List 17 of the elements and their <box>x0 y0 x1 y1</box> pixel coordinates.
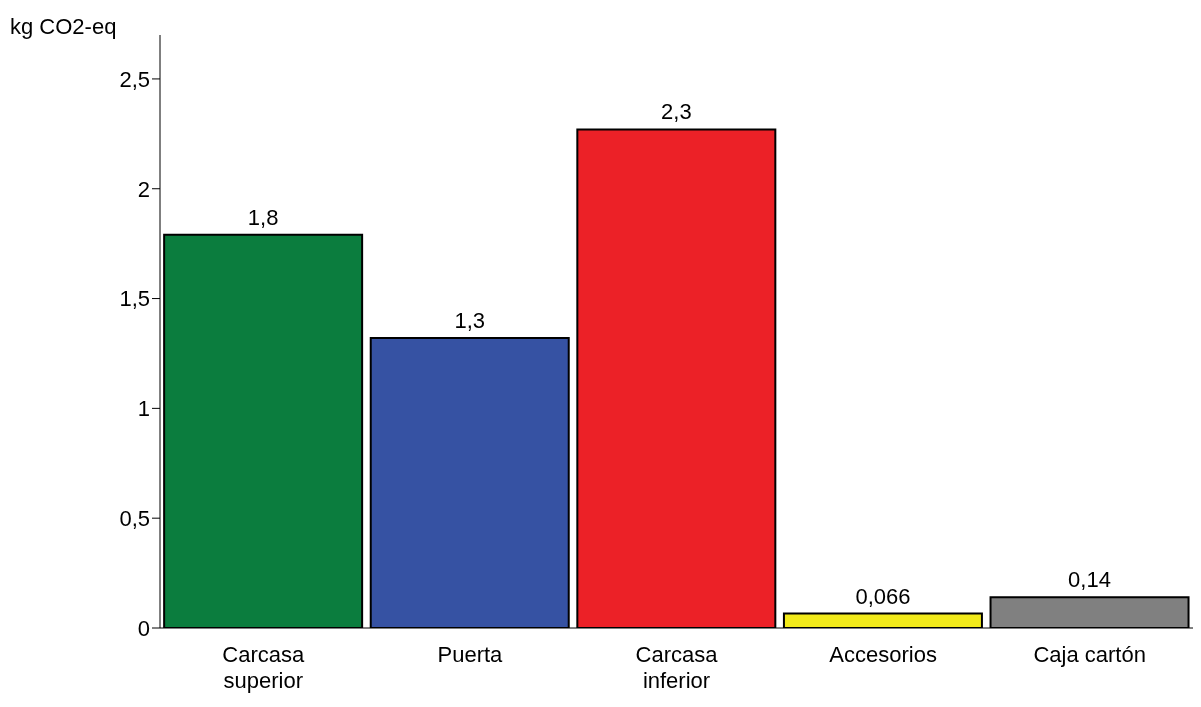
y-tick-label: 2,5 <box>119 66 150 92</box>
x-tick-label: Carcasa inferior <box>635 642 719 693</box>
data-label: 2,3 <box>661 99 692 125</box>
data-label: 1,3 <box>454 308 486 334</box>
y-tick-label: 2 <box>137 176 150 202</box>
x-tick-label: Caja cartón <box>1033 642 1146 667</box>
data-label: 1,8 <box>247 204 279 230</box>
x-tick-label: Accesorios <box>829 642 937 667</box>
y-tick-label: 1 <box>137 396 150 422</box>
x-tick-label: Carcasa superior <box>222 642 306 693</box>
y-tick-label: 1,5 <box>119 286 150 312</box>
x-tick-label: Puerta <box>437 642 504 667</box>
y-tick-label: 0,5 <box>119 506 150 531</box>
data-label: 0,14 <box>1068 567 1111 593</box>
y-tick-label: 0 <box>137 615 150 641</box>
y-axis-title: kg CO2-eq <box>10 14 117 40</box>
data-label: 0,066 <box>855 583 911 609</box>
